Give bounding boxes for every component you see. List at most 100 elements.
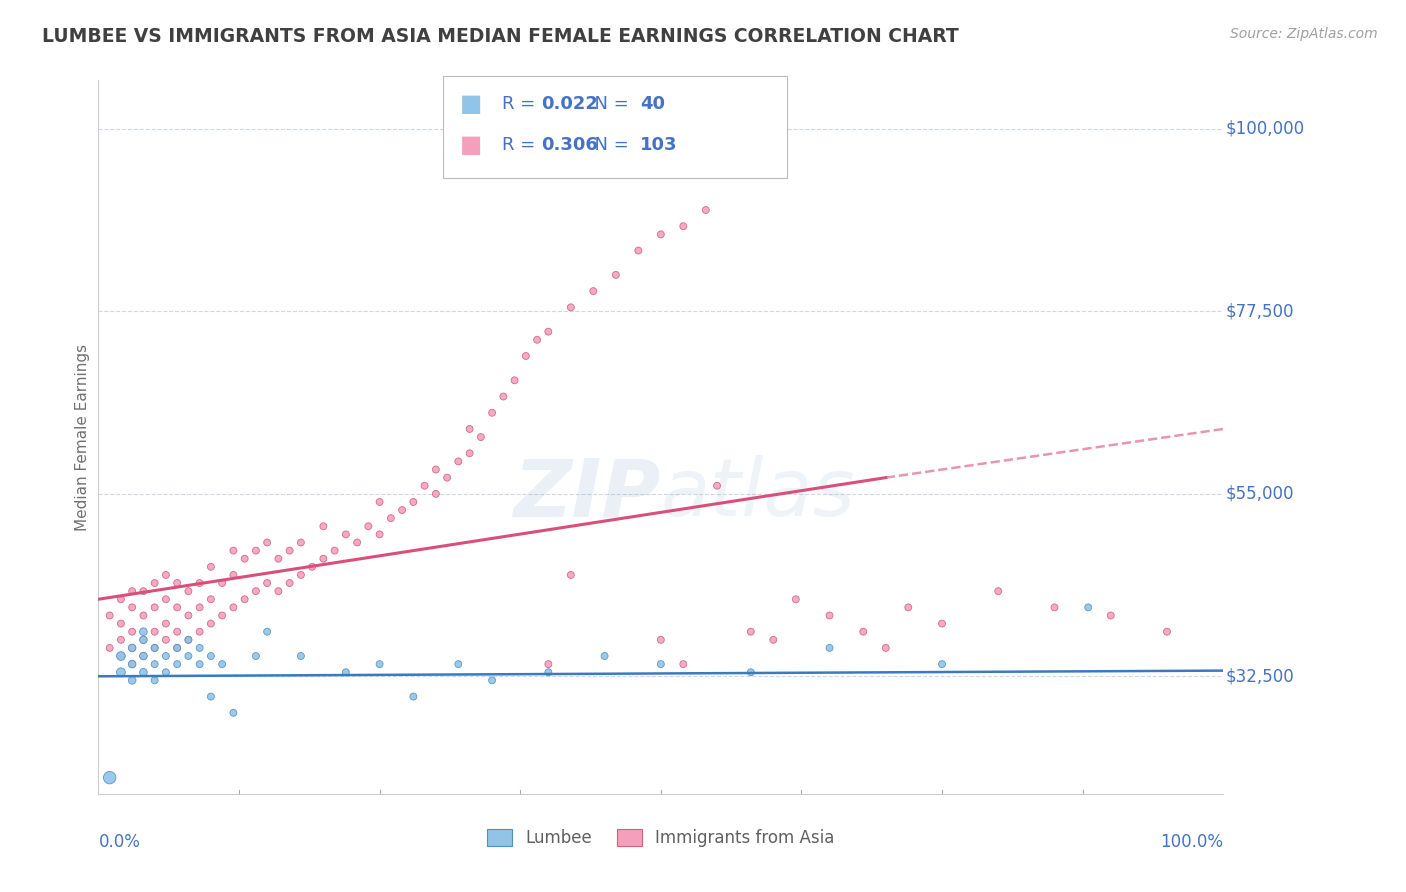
Point (650, 632, 672, 647)
Point (143, 640, 166, 655)
Point (1077, 600, 1099, 615)
Point (110, 665, 132, 680)
Point (233, 592, 256, 607)
Point (166, 640, 188, 655)
Point (143, 576, 166, 591)
Point (188, 657, 211, 672)
Point (110, 632, 132, 647)
Point (852, 624, 875, 639)
Point (278, 543, 301, 558)
Point (256, 624, 278, 639)
Text: $55,000: $55,000 (1226, 485, 1294, 503)
Point (402, 495, 425, 509)
Point (267, 584, 290, 599)
Point (177, 632, 200, 647)
Point (582, 284, 605, 298)
Point (143, 600, 166, 615)
Point (110, 648, 132, 663)
Point (200, 648, 222, 663)
Point (132, 624, 155, 639)
Point (818, 608, 841, 623)
Point (222, 706, 245, 720)
Point (132, 648, 155, 663)
Point (897, 600, 920, 615)
Point (245, 584, 267, 599)
Point (391, 503, 413, 517)
Point (110, 648, 132, 663)
Text: 100.0%: 100.0% (1160, 833, 1223, 851)
Point (335, 527, 357, 541)
Point (177, 608, 200, 623)
Point (346, 535, 368, 549)
Point (132, 665, 155, 680)
Text: 0.0%: 0.0% (98, 833, 141, 851)
Point (470, 430, 492, 444)
Point (166, 600, 188, 615)
Point (458, 422, 481, 436)
Point (402, 690, 425, 704)
Point (323, 543, 346, 558)
Point (245, 648, 267, 663)
Point (650, 227, 672, 242)
Point (312, 551, 335, 566)
Point (200, 616, 222, 631)
Point (593, 648, 616, 663)
Point (211, 608, 233, 623)
Point (447, 657, 470, 672)
Point (121, 584, 143, 599)
Point (987, 584, 1010, 599)
Point (267, 551, 290, 566)
Text: N =: N = (583, 136, 636, 154)
Text: ZIP: ZIP (513, 455, 661, 533)
Point (211, 657, 233, 672)
Text: 40: 40 (640, 95, 665, 113)
Point (515, 349, 537, 363)
Point (233, 551, 256, 566)
Point (818, 640, 841, 655)
Point (875, 640, 897, 655)
Point (132, 608, 155, 623)
Text: 103: 103 (640, 136, 678, 154)
Point (121, 624, 143, 639)
Point (155, 616, 177, 631)
Point (256, 535, 278, 549)
Text: R =: R = (502, 95, 541, 113)
Point (1043, 600, 1066, 615)
Point (245, 543, 267, 558)
Point (740, 665, 762, 680)
Point (436, 470, 458, 484)
Point (425, 462, 447, 476)
Point (222, 600, 245, 615)
Point (200, 690, 222, 704)
Point (762, 632, 785, 647)
Point (537, 325, 560, 339)
Point (672, 657, 695, 672)
Point (481, 673, 503, 688)
Point (177, 584, 200, 599)
Point (132, 632, 155, 647)
Point (121, 640, 143, 655)
Point (290, 535, 312, 549)
Text: 0.306: 0.306 (541, 136, 598, 154)
Point (155, 568, 177, 582)
Point (188, 640, 211, 655)
Point (143, 624, 166, 639)
Point (290, 648, 312, 663)
Text: ■: ■ (460, 134, 482, 157)
Text: $100,000: $100,000 (1226, 120, 1305, 138)
Point (537, 657, 560, 672)
Point (166, 640, 188, 655)
Text: LUMBEE VS IMMIGRANTS FROM ASIA MEDIAN FEMALE EARNINGS CORRELATION CHART: LUMBEE VS IMMIGRANTS FROM ASIA MEDIAN FE… (42, 27, 959, 45)
Legend: Lumbee, Immigrants from Asia: Lumbee, Immigrants from Asia (481, 822, 841, 854)
Point (740, 624, 762, 639)
Point (143, 657, 166, 672)
Point (537, 665, 560, 680)
Point (335, 665, 357, 680)
Point (650, 657, 672, 672)
Point (503, 373, 526, 387)
Point (200, 592, 222, 607)
Point (380, 511, 402, 525)
Point (368, 495, 391, 509)
Point (560, 301, 582, 315)
Point (121, 657, 143, 672)
